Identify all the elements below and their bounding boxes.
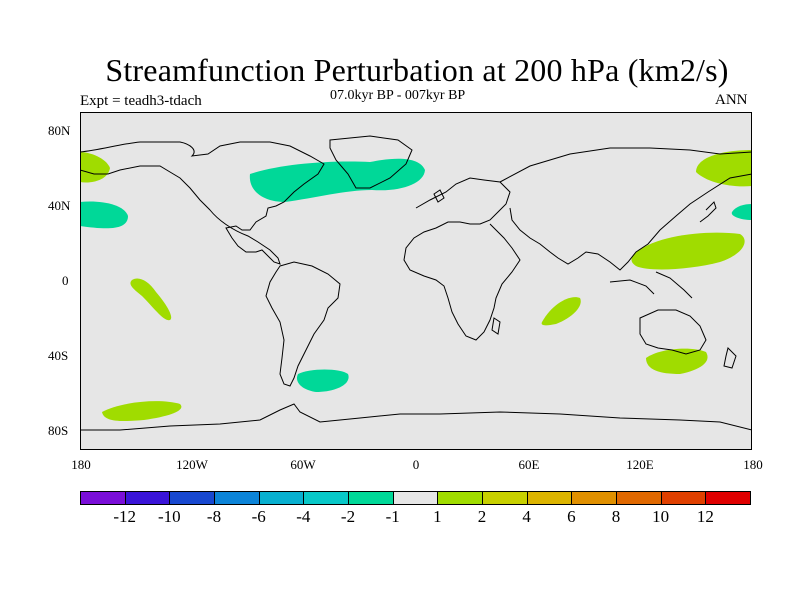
- legend-color-box: [348, 491, 394, 505]
- legend-color-box: [437, 491, 483, 505]
- legend-color-box: [214, 491, 260, 505]
- world-map: [80, 112, 752, 450]
- positive-contour-south-pacific: [102, 401, 182, 422]
- legend-color-box: [303, 491, 349, 505]
- legend-color-box: [124, 491, 171, 505]
- experiment-label: Expt = teadh3-tdach: [80, 93, 202, 109]
- legend-label: 10: [652, 507, 670, 526]
- south-america-coast: [265, 261, 341, 387]
- new-zealand-coast: [723, 347, 737, 369]
- time-range-label: 07.0kyr BP - 007kyr BP: [330, 88, 466, 103]
- southeast-asia-islands: [609, 271, 693, 299]
- antarctica-coast: [80, 403, 752, 431]
- legend-label: 1: [433, 507, 442, 526]
- negative-contour-north-atlantic: [249, 158, 425, 202]
- legend-color-box: [258, 491, 305, 505]
- map-title: Streamfunction Perturbation at 200 hPa (…: [105, 52, 729, 88]
- lat-label-80s: 80S: [48, 423, 69, 438]
- asia-coast: [499, 147, 752, 271]
- lat-label-40n: 40N: [48, 198, 71, 213]
- legend-label: 4: [522, 507, 531, 526]
- legend-label: -8: [206, 507, 222, 526]
- greenland-coast: [329, 135, 413, 189]
- legend-label: -4: [296, 507, 311, 526]
- australia-coast: [639, 309, 707, 355]
- lat-label-80n: 80N: [48, 123, 71, 138]
- legend-label: 6: [567, 507, 576, 526]
- legend-color-box: [660, 491, 707, 505]
- coastlines: [80, 135, 752, 431]
- legend-label: -1: [385, 507, 400, 526]
- legend-label: 8: [611, 507, 621, 526]
- legend-label: 12: [696, 507, 714, 526]
- legend-label: -10: [157, 507, 181, 526]
- lon-label-120e: 120E: [626, 457, 654, 472]
- uk-coast: [433, 189, 445, 203]
- anomaly-contours: [80, 150, 752, 422]
- negative-contour-north-pacific-east: [731, 204, 752, 220]
- legend-label: -2: [340, 507, 356, 526]
- legend-label: -12: [113, 507, 136, 526]
- legend-color-box: [482, 491, 528, 505]
- positive-contour-tropical-pacific: [130, 278, 172, 321]
- positive-contour-south-atlantic: [296, 369, 349, 392]
- positive-contour-indian-ocean: [541, 297, 581, 326]
- legend-label: -6: [251, 507, 266, 526]
- lat-label-0: 0: [62, 273, 69, 288]
- legend-color-box: [616, 491, 662, 505]
- map-frame: [80, 112, 752, 450]
- legend-color-box: [526, 491, 573, 505]
- legend-color-box: [392, 491, 439, 505]
- negative-contour-north-pacific-west: [80, 201, 128, 229]
- positive-contour-west-pacific: [631, 232, 745, 270]
- lon-label-60e: 60E: [518, 457, 540, 472]
- positive-contour-arctic-east: [696, 150, 752, 187]
- positive-contour-arctic-west: [80, 152, 110, 183]
- north-america-coast: [80, 141, 325, 265]
- legend-color-box: [571, 491, 617, 505]
- legend-color-box: [169, 491, 215, 505]
- positive-contour-australia-south: [646, 348, 708, 374]
- lon-label-60w: 60W: [290, 457, 316, 472]
- lon-label-180e: 180: [743, 457, 763, 472]
- europe-africa-coast: [403, 177, 521, 341]
- legend-label: 2: [477, 507, 487, 526]
- lat-label-40s: 40S: [48, 348, 69, 363]
- legend-color-box: [705, 491, 751, 505]
- season-label: ANN: [715, 92, 748, 108]
- legend-color-box: [80, 491, 126, 505]
- japan-coast: [699, 201, 717, 223]
- lon-label-120w: 120W: [176, 457, 208, 472]
- madagascar-coast: [491, 317, 501, 335]
- lon-label-180w: 180: [71, 457, 91, 472]
- lon-label-0: 0: [412, 457, 420, 472]
